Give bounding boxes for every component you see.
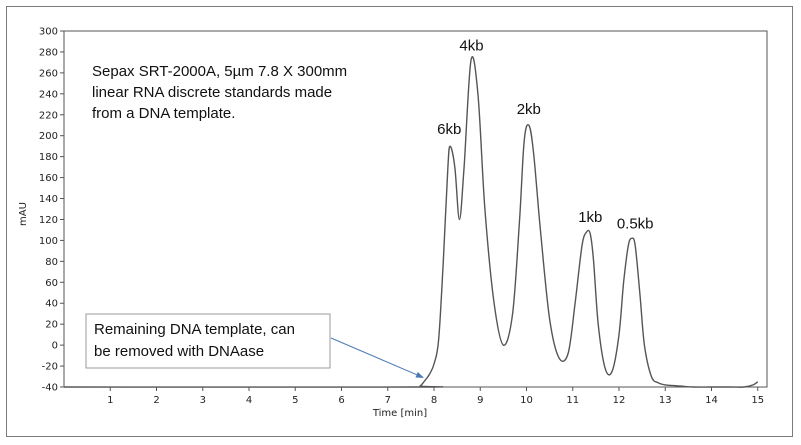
y-tick-label: 120 xyxy=(39,215,58,226)
y-tick-label: 220 xyxy=(39,110,58,121)
y-tick-label: 20 xyxy=(45,320,58,331)
x-tick-label: 5 xyxy=(292,395,298,406)
callout: Remaining DNA template, can be removed w… xyxy=(85,313,424,378)
callout-box xyxy=(85,313,331,369)
y-tick-label: 80 xyxy=(45,257,58,268)
y-tick-label: 100 xyxy=(39,236,58,247)
y-tick-label: 60 xyxy=(45,278,58,289)
annotation-line-2: linear RNA discrete standards made xyxy=(92,84,332,101)
peak-label: 1kb xyxy=(578,209,602,226)
description-annotation: Sepax SRT-2000A, 5µm 7.8 X 300mm linear … xyxy=(92,63,347,122)
x-tick-label: 4 xyxy=(246,395,252,406)
x-tick-label: 14 xyxy=(705,395,718,406)
y-tick-label: 260 xyxy=(39,68,58,79)
annotation-line-3: from a DNA template. xyxy=(92,105,235,122)
y-tick-label: 0 xyxy=(52,341,58,352)
y-axis-title: mAU xyxy=(18,202,29,226)
y-tick-label: 240 xyxy=(39,89,58,100)
x-axis-title: Time [min] xyxy=(372,408,427,419)
y-tick-label: 160 xyxy=(39,173,58,184)
x-tick-label: 11 xyxy=(566,395,579,406)
y-tick-label: 300 xyxy=(39,27,58,38)
peak-label: 6kb xyxy=(437,121,461,138)
y-tick-label: 200 xyxy=(39,131,58,142)
x-tick-label: 13 xyxy=(659,395,672,406)
callout-line-2: be removed with DNAase xyxy=(94,343,264,360)
x-tick-label: 2 xyxy=(153,395,159,406)
y-tick-label: -40 xyxy=(42,383,58,394)
peak-label: 4kb xyxy=(459,37,483,54)
peak-labels: 6kb 4kb 2kb 1kb 0.5kb xyxy=(437,37,653,232)
x-tick-label: 3 xyxy=(200,395,206,406)
x-tick-label: 8 xyxy=(431,395,437,406)
y-tick-label: 180 xyxy=(39,152,58,163)
y-tick-label: -20 xyxy=(42,362,58,373)
y-tick-label: 40 xyxy=(45,299,58,310)
x-tick-label: 10 xyxy=(520,395,533,406)
x-tick-label: 15 xyxy=(751,395,764,406)
peak-label: 0.5kb xyxy=(617,215,654,232)
x-tick-label: 12 xyxy=(613,395,626,406)
annotation-line-1: Sepax SRT-2000A, 5µm 7.8 X 300mm xyxy=(92,63,347,80)
y-axis-ticks: -40 -20 0 20 40 60 80 100 120 140 160 180 200 220 240 2… xyxy=(39,27,64,394)
y-tick-label: 280 xyxy=(39,47,58,58)
callout-line-1: Remaining DNA template, can xyxy=(94,321,295,338)
peak-label: 2kb xyxy=(517,101,541,118)
y-tick-label: 140 xyxy=(39,194,58,205)
x-tick-label: 9 xyxy=(477,395,483,406)
x-tick-label: 1 xyxy=(107,395,113,406)
x-axis-ticks: 1 2 3 4 5 6 7 8 9 10 11 12 13 14 15 xyxy=(107,387,764,406)
series-line xyxy=(63,56,759,388)
x-tick-label: 7 xyxy=(385,395,391,406)
x-tick-label: 6 xyxy=(338,395,344,406)
callout-arrow xyxy=(330,337,424,378)
